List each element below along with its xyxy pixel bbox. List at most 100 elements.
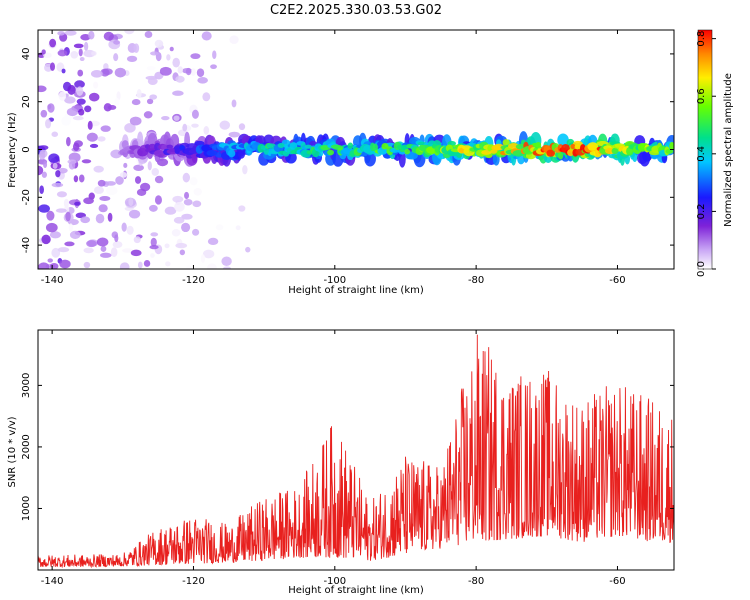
spectrogram-x-label: Height of straight line (km) (288, 285, 424, 296)
noise-blob (175, 242, 188, 249)
ridge-blob (535, 141, 542, 149)
noise-blob (238, 205, 246, 212)
noise-blob (89, 143, 99, 149)
noise-blob (196, 68, 205, 77)
noise-blob (197, 77, 208, 84)
noise-blob (110, 247, 118, 258)
noise-blob (181, 222, 191, 233)
snr-x-axis: -140 -120 -100 -80 -60 (41, 330, 626, 587)
noise-blob (61, 116, 72, 126)
noise-blob (68, 161, 76, 170)
y-tick-label: -20 (21, 189, 32, 205)
noise-blob (41, 171, 47, 178)
noise-blob (150, 51, 159, 56)
colorbar-tick-label: 0.4 (696, 146, 707, 162)
ridge-blob (166, 144, 174, 149)
colorbar-tick-label: 0.2 (696, 203, 707, 219)
noise-blob (161, 116, 170, 121)
noise-blob (74, 201, 81, 206)
noise-blob (90, 69, 103, 78)
noise-blob (91, 51, 97, 56)
noise-blob (133, 236, 141, 244)
ridge-blob (266, 143, 277, 149)
noise-blob (134, 176, 142, 184)
y-tick-label: 3000 (21, 373, 32, 398)
noise-blob (175, 75, 185, 83)
noise-blob (201, 31, 212, 41)
noise-blob (59, 259, 71, 269)
ridge-blob (304, 144, 312, 149)
noise-blob (77, 69, 84, 77)
noise-blob (50, 62, 56, 71)
noise-blob (79, 57, 85, 62)
spectrogram-y-axis: -40 -20 0 20 40 (21, 48, 674, 253)
ridge-blob (327, 149, 335, 156)
colorbar-tick-label: 0.8 (696, 31, 707, 47)
noise-blob (76, 86, 84, 96)
noise-blob (149, 204, 158, 212)
noise-blob (123, 162, 128, 168)
noise-blob (100, 125, 111, 132)
noise-blob (202, 92, 211, 102)
noise-blob (172, 90, 184, 96)
noise-blob (86, 132, 98, 142)
ridge-blob (570, 143, 576, 150)
noise-blob (186, 265, 192, 269)
noise-blob (57, 49, 68, 57)
noise-blob (136, 89, 142, 99)
noise-blob (173, 216, 185, 224)
ridge-blob (398, 150, 406, 168)
noise-blob (150, 232, 159, 237)
noise-blob (64, 241, 75, 247)
noise-blob (131, 99, 141, 106)
noise-blob (106, 186, 118, 195)
noise-blob (112, 241, 123, 248)
noise-blob (57, 247, 70, 253)
noise-blob (47, 258, 53, 263)
noise-blob (74, 80, 85, 89)
noise-blob (83, 41, 89, 51)
noise-blob (47, 103, 55, 113)
noise-blob (87, 120, 93, 130)
noise-blob (114, 234, 119, 243)
x-tick-label: -140 (41, 576, 64, 587)
noise-blob (223, 266, 231, 269)
colorbar-tick-label: 0.6 (696, 88, 707, 104)
noise-blob (143, 111, 153, 119)
noise-blob (88, 92, 100, 102)
noise-blob (146, 98, 154, 105)
noise-blob (121, 222, 127, 232)
noise-blob (55, 170, 61, 178)
noise-blob (146, 66, 156, 71)
noise-blob (78, 174, 85, 183)
x-tick-label: -60 (609, 576, 625, 587)
noise-blob (177, 66, 184, 74)
spectrogram-x-axis: -140 -120 -100 -80 -60 (41, 30, 626, 286)
noise-blob (51, 131, 59, 137)
ridge-blob (404, 148, 411, 155)
noise-blob (80, 216, 91, 224)
noise-blob (65, 211, 71, 222)
noise-blob (114, 67, 127, 78)
noise-blob (99, 195, 111, 201)
noise-blob (67, 84, 76, 95)
noise-blob (202, 249, 215, 259)
y-tick-label: 0 (21, 146, 32, 152)
noise-blob (73, 43, 84, 49)
noise-blob (124, 30, 135, 35)
noise-blob (221, 256, 232, 267)
noise-blob (38, 151, 46, 160)
noise-blob (181, 213, 193, 220)
noise-blob (40, 109, 48, 118)
noise-blob (149, 244, 159, 250)
noise-blob (93, 81, 99, 89)
noise-blob (95, 213, 105, 224)
noise-blob (184, 191, 190, 200)
noise-blob (150, 237, 157, 247)
noise-blob (72, 142, 80, 152)
colorbar-tick-label: 0.0 (696, 261, 707, 277)
snr-y-label: SNR (10 * v/v) (7, 416, 18, 487)
noise-blob (48, 153, 60, 164)
noise-blob (86, 240, 97, 248)
